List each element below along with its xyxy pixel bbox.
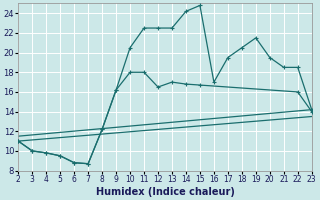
- X-axis label: Humidex (Indice chaleur): Humidex (Indice chaleur): [96, 187, 235, 197]
